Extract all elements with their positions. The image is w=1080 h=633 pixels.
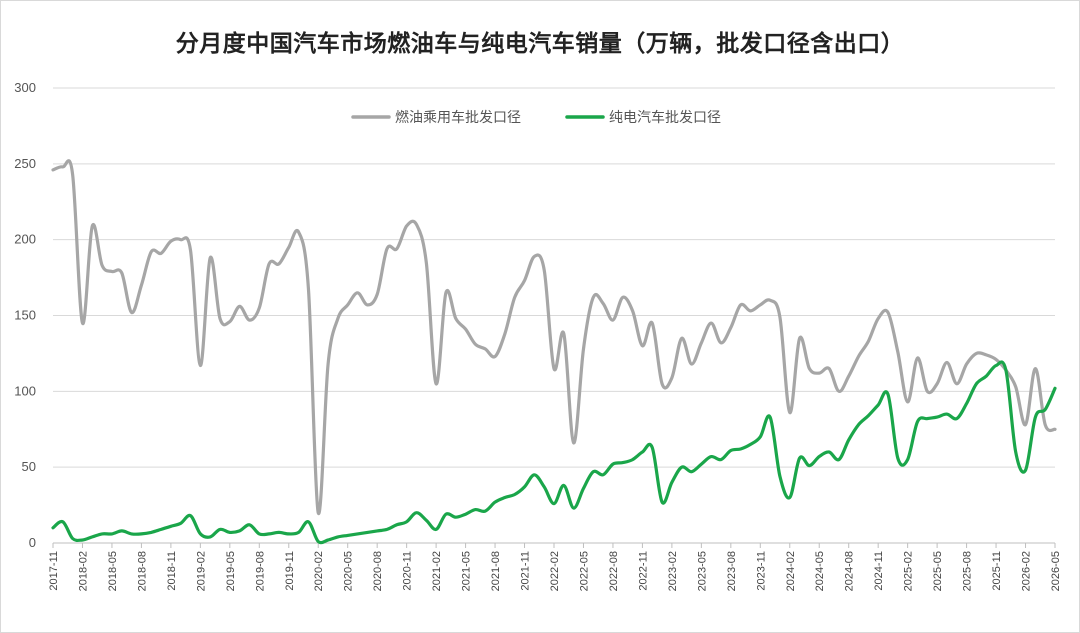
gridlines [53, 87, 1055, 468]
x-tick-label: 2022-05 [578, 551, 590, 591]
y-tick-label: 50 [22, 459, 36, 474]
x-tick-label: 2023-05 [696, 551, 708, 591]
x-tick-label: 2025-02 [903, 551, 915, 591]
x-tick-label: 2018-08 [136, 551, 148, 591]
x-tick-label: 2021-11 [520, 551, 532, 591]
x-tick-label: 2020-02 [313, 551, 325, 591]
x-tick-label: 2019-08 [254, 551, 266, 591]
y-tick-label: 0 [29, 535, 36, 550]
x-tick-label: 2020-11 [402, 551, 414, 591]
x-tick-label: 2017-11 [48, 551, 60, 591]
x-tick-label: 2019-02 [195, 551, 207, 591]
x-axis-ticks: 2017-11 2018-02 2018-05 2018-08 2018-11 2019-… [48, 543, 1062, 591]
x-tick-label: 2025-11 [991, 551, 1003, 591]
x-tick-label: 2023-08 [726, 551, 738, 591]
x-tick-label: 2021-02 [431, 551, 443, 591]
x-tick-label: 2018-11 [166, 551, 178, 591]
x-tick-label: 2019-11 [284, 551, 296, 591]
legend-label: 燃油乘用车批发口径 [395, 109, 521, 126]
x-tick-label: 2025-05 [932, 551, 944, 591]
x-tick-label: 2019-05 [225, 551, 237, 591]
y-tick-label: 150 [14, 308, 36, 323]
x-tick-label: 2018-05 [107, 551, 119, 591]
x-tick-label: 2020-08 [372, 551, 384, 591]
series-lines [51, 159, 1057, 545]
x-tick-label: 2026-05 [1050, 551, 1062, 591]
x-tick-label: 2024-08 [844, 551, 856, 591]
x-tick-label: 2022-02 [549, 551, 561, 591]
x-tick-label: 2024-11 [873, 551, 885, 591]
x-tick-label: 2020-05 [343, 551, 355, 591]
series-line-bev [51, 360, 1057, 545]
legend-label: 纯电汽车批发口径 [609, 109, 721, 126]
x-tick-label: 2018-02 [77, 551, 89, 591]
y-tick-label: 250 [14, 156, 36, 171]
x-tick-label: 2026-02 [1021, 551, 1033, 591]
x-tick-label: 2022-11 [637, 551, 649, 591]
x-tick-label: 2021-08 [490, 551, 502, 591]
y-tick-label: 300 [14, 80, 36, 95]
x-tick-label: 2021-05 [461, 551, 473, 591]
chart-title: 分月度中国汽车市场燃油车与纯电汽车销量（万辆，批发口径含出口） [175, 31, 905, 57]
x-tick-label: 2023-11 [755, 551, 767, 591]
y-tick-label: 200 [14, 232, 36, 247]
series-line-ice [51, 159, 1057, 515]
x-tick-label: 2024-05 [814, 551, 826, 591]
x-tick-label: 2023-02 [667, 551, 679, 591]
y-axis-ticks: 0 50 100 150 200 250 300 [14, 80, 36, 550]
legend: 燃油乘用车批发口径 纯电汽车批发口径 [351, 109, 721, 126]
x-tick-label: 2022-08 [608, 551, 620, 591]
x-tick-label: 2025-08 [962, 551, 974, 591]
y-tick-label: 100 [14, 383, 36, 398]
x-tick-label: 2024-02 [785, 551, 797, 591]
